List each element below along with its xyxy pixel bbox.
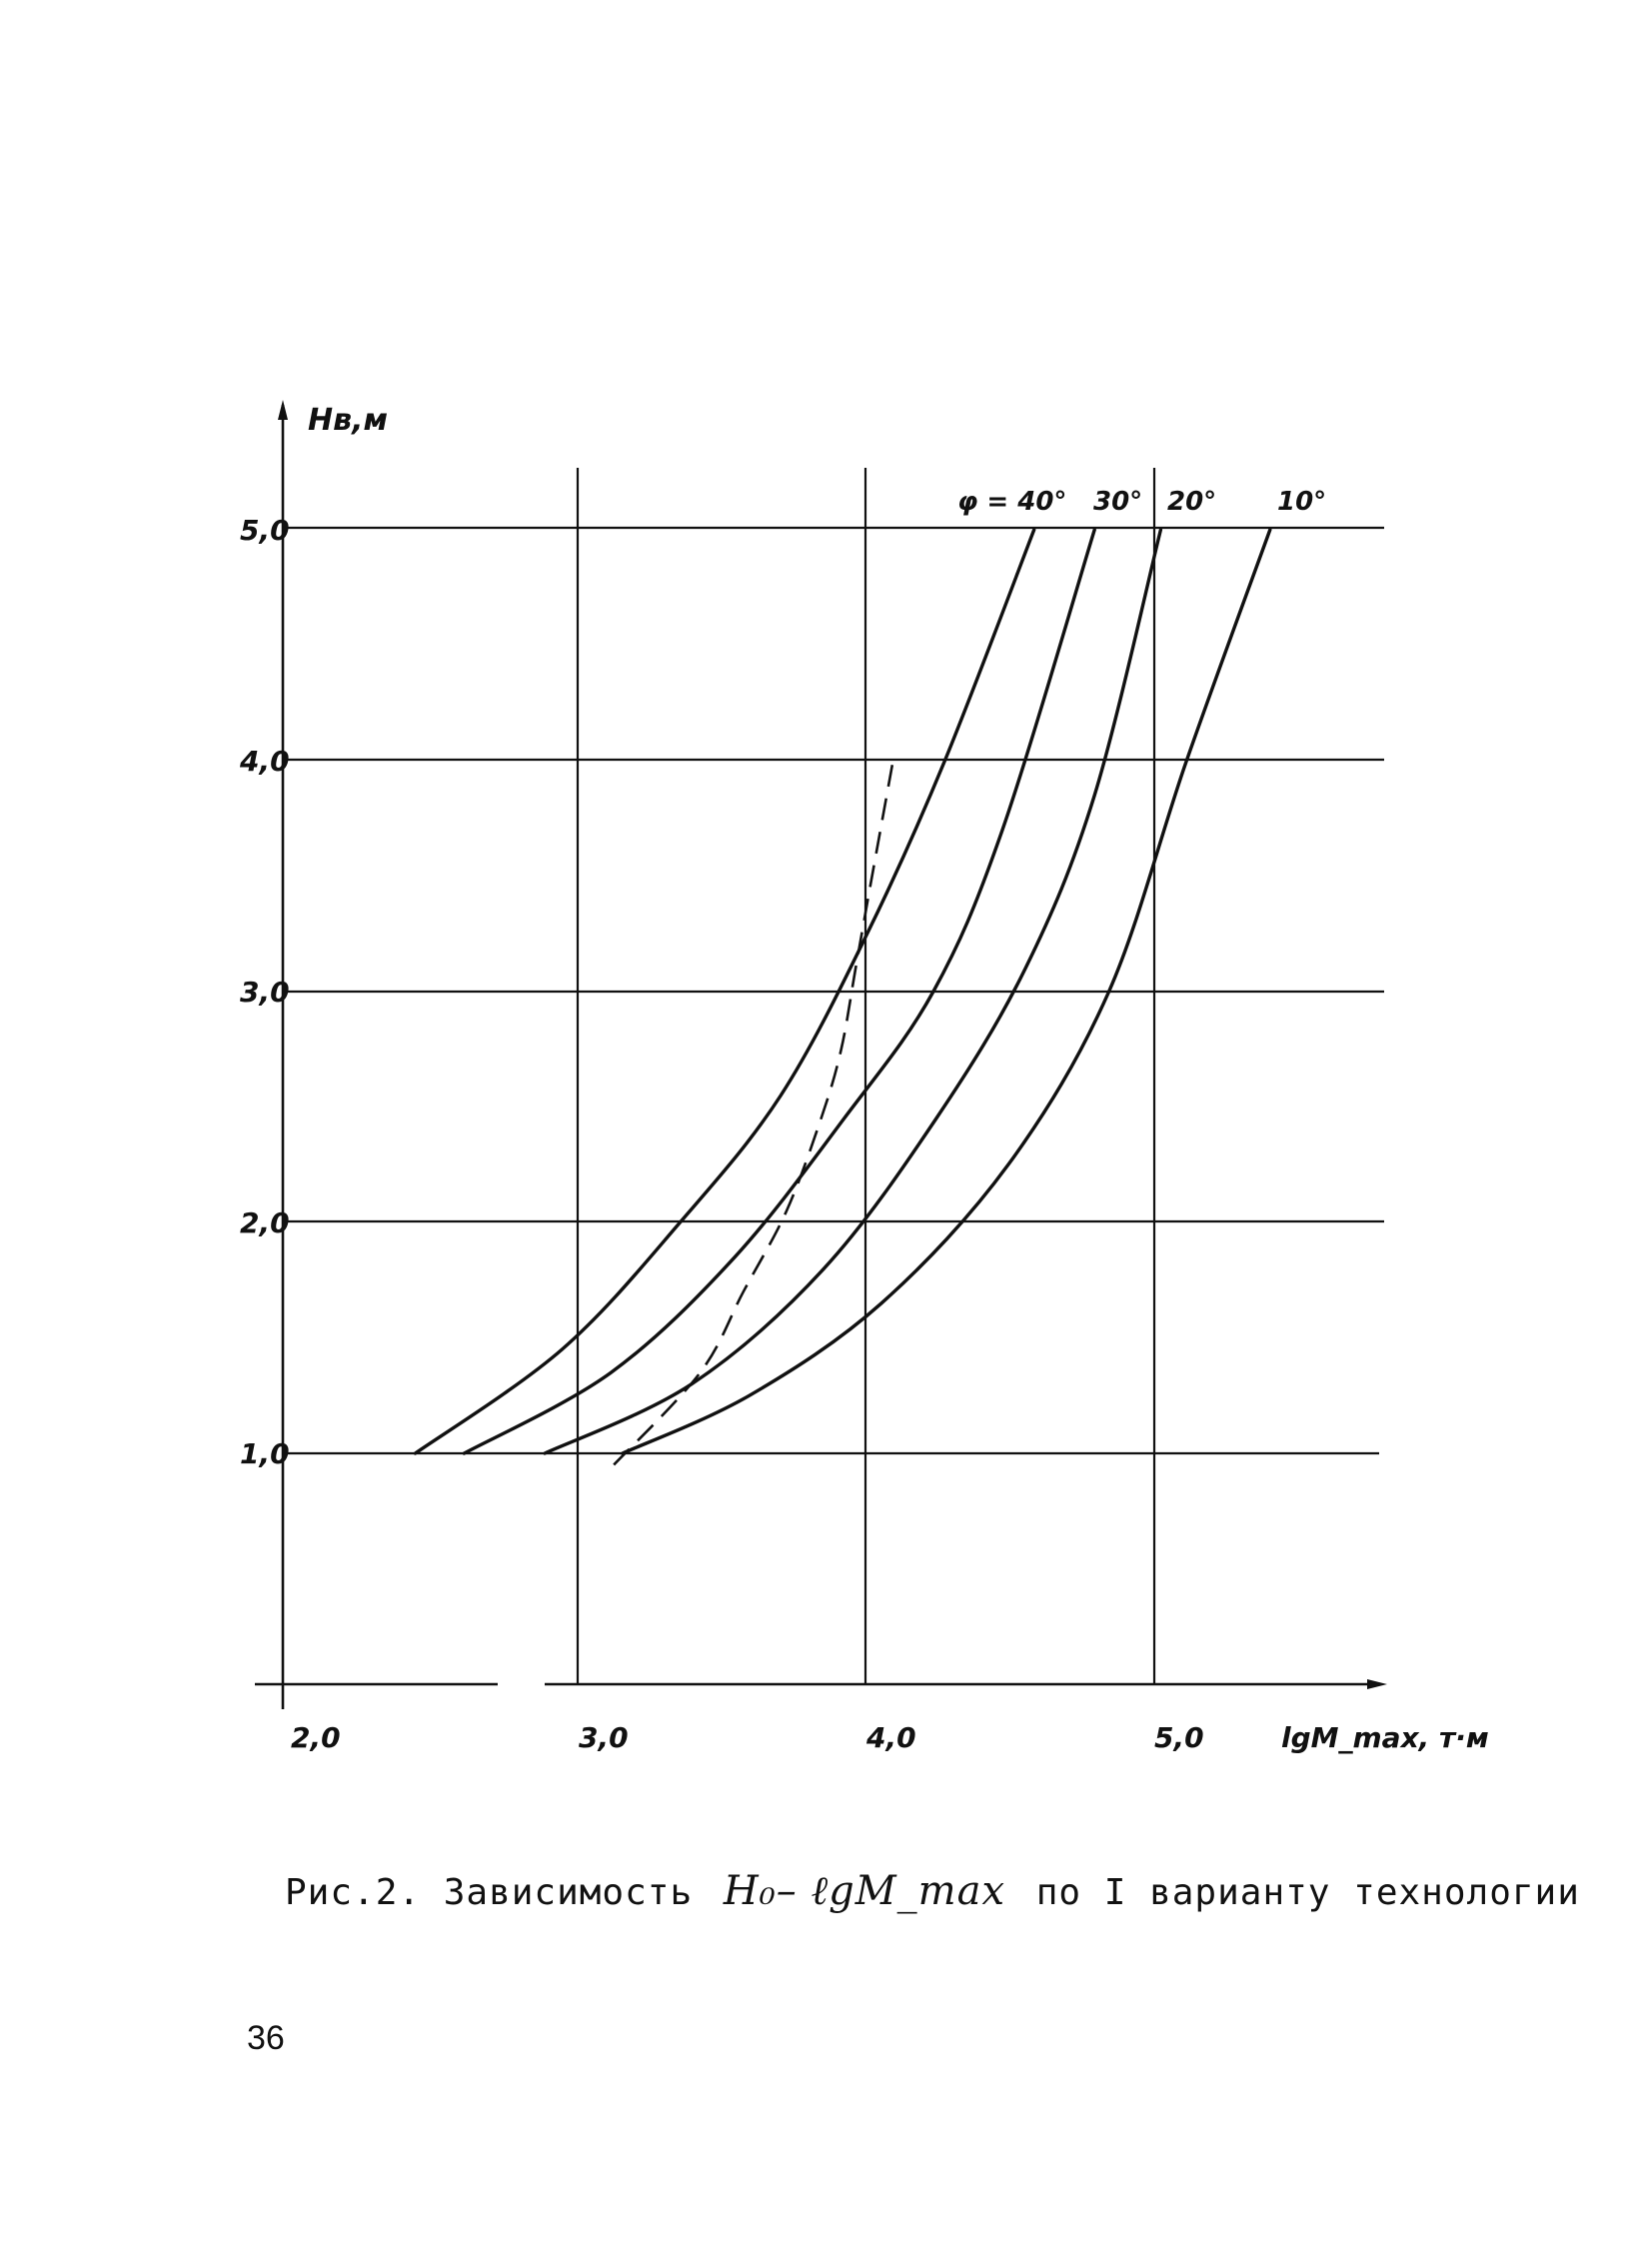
series-line-4 xyxy=(621,528,1272,1455)
y-tick-label: 4,0 xyxy=(239,745,290,778)
dashed-line xyxy=(613,760,894,1466)
series-label: 10° xyxy=(1277,487,1326,517)
y-tick-label: 2,0 xyxy=(240,1206,290,1239)
caption-prefix: Рис.2. Зависимость xyxy=(285,1872,694,1913)
curves xyxy=(413,528,1272,1466)
y-axis-label: Hв,м xyxy=(308,403,388,438)
axes xyxy=(255,400,1387,1709)
x-tick-labels: 2,0 3,0 4,0 5,0 xyxy=(291,1721,1204,1754)
x-axis-arrow xyxy=(1367,1679,1387,1689)
series-line-2 xyxy=(462,528,1096,1455)
x-tick-label: 5,0 xyxy=(1154,1721,1204,1754)
figure-caption: Рис.2. Зависимость H₀– ℓgM_max по I вари… xyxy=(285,1867,1579,1927)
y-axis-arrow xyxy=(278,400,288,420)
x-tick-label: 3,0 xyxy=(579,1721,629,1754)
y-tick-labels: 1,0 2,0 3,0 4,0 5,0 xyxy=(239,514,290,1470)
series-line-1 xyxy=(413,528,1036,1455)
page-number: 36 xyxy=(247,2019,285,2057)
series-label: φ = 40° xyxy=(957,487,1066,517)
series-labels: φ = 40° 30° 20° 10° xyxy=(957,487,1326,517)
y-tick-label: 5,0 xyxy=(240,514,290,547)
grid xyxy=(283,468,1384,1684)
caption-formula: H₀– ℓgM_max xyxy=(723,1868,1006,1914)
y-tick-label: 1,0 xyxy=(240,1437,290,1470)
series-label: 20° xyxy=(1167,487,1216,517)
y-tick-label: 3,0 xyxy=(240,976,290,1009)
x-tick-label: 2,0 xyxy=(291,1721,341,1754)
series-line-3 xyxy=(543,528,1163,1455)
caption-suffix: по I варианту технологии xyxy=(1035,1872,1580,1913)
series-label: 30° xyxy=(1093,487,1142,517)
x-tick-label: 4,0 xyxy=(865,1721,916,1754)
x-axis-label: lgM_max, т·м xyxy=(1281,1721,1489,1754)
